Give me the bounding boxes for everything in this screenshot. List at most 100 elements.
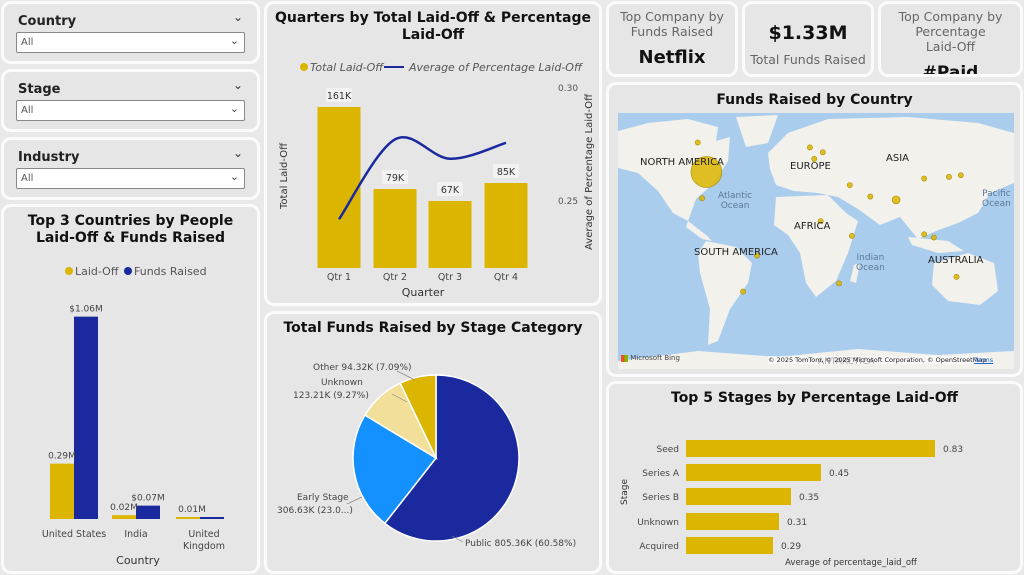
pie-slice-other[interactable] xyxy=(399,374,437,459)
map-bubble[interactable] xyxy=(740,288,746,295)
map-bubble[interactable] xyxy=(946,173,952,180)
industry-slicer: Industry ⌄ All ⌄ xyxy=(1,137,260,200)
landmass-indonesia xyxy=(908,237,964,253)
stages-chart[interactable]: Stage Seed 0.83 Series A 0.45 Series B 0.35 Un… xyxy=(609,384,1020,571)
map-bubble[interactable] xyxy=(846,182,853,188)
map-label-south-america: SOUTH AMERICA xyxy=(694,247,778,258)
landmass-japan xyxy=(968,169,978,193)
landmass-central-america xyxy=(686,221,712,241)
map-bubble[interactable] xyxy=(699,195,705,202)
bar-funds[interactable] xyxy=(200,517,224,519)
map-label-indian: Indian Ocean xyxy=(856,253,885,273)
world-map[interactable] xyxy=(618,113,1014,369)
dropdown-value: All xyxy=(21,173,34,184)
country-dropdown[interactable]: All ⌄ xyxy=(16,32,245,53)
stage-slicer: Stage ⌄ All ⌄ xyxy=(1,69,260,132)
map-bubble[interactable] xyxy=(957,172,964,179)
data-label-bg xyxy=(382,170,408,184)
ocean-word: Atlantic xyxy=(718,191,753,201)
top3-chart[interactable]: Laid-Off Funds Raised 0.29M $1.06M United … xyxy=(4,247,257,574)
stage-dropdown[interactable]: All ⌄ xyxy=(16,100,245,121)
map-bubble[interactable] xyxy=(754,252,760,259)
quarters-chart[interactable]: Total Laid-Off Average of Percentage Lai… xyxy=(267,4,599,303)
map-bubble[interactable] xyxy=(891,195,901,205)
bar-laidoff[interactable] xyxy=(50,463,74,519)
pie-label-other: Other 94.32K (7.09%) xyxy=(313,363,412,373)
chevron-down-icon[interactable]: ⌄ xyxy=(232,10,243,24)
leader-line xyxy=(391,393,408,403)
chart-title: Total Funds Raised by Stage Category xyxy=(283,320,583,336)
chevron-down-icon[interactable]: ⌄ xyxy=(232,78,243,92)
pie-chart[interactable]: Other 94.32K (7.09%) Unknown 123.21K (9.… xyxy=(267,314,599,571)
top3-countries-card[interactable]: Top 3 Countries by People Laid-Off & Fun… xyxy=(1,204,260,574)
map-canvas[interactable]: NORTH AMERICA EUROPE ASIA AFRICA SOUTH A… xyxy=(618,113,1014,369)
x-tick-label: Qtr 3 xyxy=(438,272,462,283)
landmass-uk xyxy=(770,151,778,165)
bar-stage[interactable] xyxy=(686,440,935,457)
legend-label: Average of Percentage Laid-Off xyxy=(408,61,583,74)
map-bubble[interactable] xyxy=(849,232,855,239)
map-bubble[interactable] xyxy=(930,234,937,241)
bar-total-laidoff[interactable] xyxy=(317,107,361,268)
x-tick-label: United States xyxy=(42,529,106,540)
map-attribution: © 2025 TomTom, © 2025 Microsoft Corporat… xyxy=(768,356,987,364)
data-label: $1.06M xyxy=(69,305,103,315)
y-tick-label: Unknown xyxy=(637,518,679,528)
data-label: 0.01M xyxy=(178,505,206,515)
line-pct-laidoff[interactable] xyxy=(337,136,507,220)
map-bubble[interactable] xyxy=(806,144,813,151)
bar-total-laidoff[interactable] xyxy=(428,201,472,268)
bar-laidoff[interactable] xyxy=(176,517,200,519)
top5-stages-card[interactable]: Top 5 Stages by Percentage Laid-Off Stag… xyxy=(606,381,1023,574)
chevron-down-icon[interactable]: ⌄ xyxy=(232,146,243,160)
kpi-label: Top Company by xyxy=(620,9,724,24)
map-bubble[interactable] xyxy=(836,280,842,287)
landmass-north-america xyxy=(618,119,730,221)
bar-total-laidoff[interactable] xyxy=(373,189,417,268)
stage-funds-card[interactable]: Total Funds Raised by Stage Category Oth… xyxy=(264,311,602,574)
map-terms-link[interactable]: Terms xyxy=(974,356,994,364)
map-bubble[interactable] xyxy=(811,155,818,162)
map-bubble[interactable] xyxy=(921,231,928,238)
x-tick-label: Kingdom xyxy=(183,541,225,552)
ocean-word: Indian xyxy=(856,253,885,263)
map-bubble[interactable] xyxy=(867,193,874,200)
map-bubble[interactable] xyxy=(694,139,701,146)
industry-dropdown[interactable]: All ⌄ xyxy=(16,168,245,189)
map-bubble[interactable] xyxy=(953,273,960,280)
dropdown-value: All xyxy=(21,37,34,48)
map-bubble[interactable] xyxy=(817,218,824,225)
map-bubble[interactable] xyxy=(819,149,826,156)
x-axis-title: Quarter xyxy=(402,286,445,299)
funds-map-card[interactable]: Funds Raised by Country NORTH AMERICA EU… xyxy=(606,82,1023,377)
pie-slice-early-stage[interactable] xyxy=(352,414,438,525)
bar-stage[interactable] xyxy=(686,513,779,530)
chart-title: Top 5 Stages by Percentage Laid-Off xyxy=(671,390,958,406)
map-brand-text: Microsoft Bing xyxy=(630,354,680,362)
kpi-label: Laid-Off xyxy=(925,39,976,54)
bar-total-laidoff[interactable] xyxy=(484,183,528,268)
bar-stage[interactable] xyxy=(686,488,791,505)
pie-slice-public[interactable] xyxy=(383,374,520,542)
y-tick-label: Series B xyxy=(642,493,679,503)
kpi-value: #Paid xyxy=(922,63,979,77)
y-axis-title: Total Laid-Off xyxy=(279,142,290,210)
bar-stage[interactable] xyxy=(686,464,821,481)
quarters-card[interactable]: Quarters by Total Laid-Off & Percentage … xyxy=(264,1,602,306)
map-label-europe: EUROPE xyxy=(790,161,831,172)
kpi-label: Percentage xyxy=(915,24,986,39)
landmass-eurasia xyxy=(768,117,1014,239)
landmass-madagascar xyxy=(850,263,860,283)
landmass-australia xyxy=(932,253,998,305)
dropdown-value: All xyxy=(21,105,34,116)
bar-laidoff[interactable] xyxy=(112,515,136,519)
bar-stage[interactable] xyxy=(686,537,773,554)
bar-funds[interactable] xyxy=(136,505,160,519)
data-label: 85K xyxy=(497,167,516,178)
kpi-value: Netflix xyxy=(638,47,706,68)
chart-title: Funds Raised by Country xyxy=(716,92,913,108)
data-label: $0.07M xyxy=(131,494,165,504)
map-bubble[interactable] xyxy=(921,175,928,182)
map-bubble[interactable] xyxy=(690,156,723,188)
bar-funds[interactable] xyxy=(74,316,98,519)
